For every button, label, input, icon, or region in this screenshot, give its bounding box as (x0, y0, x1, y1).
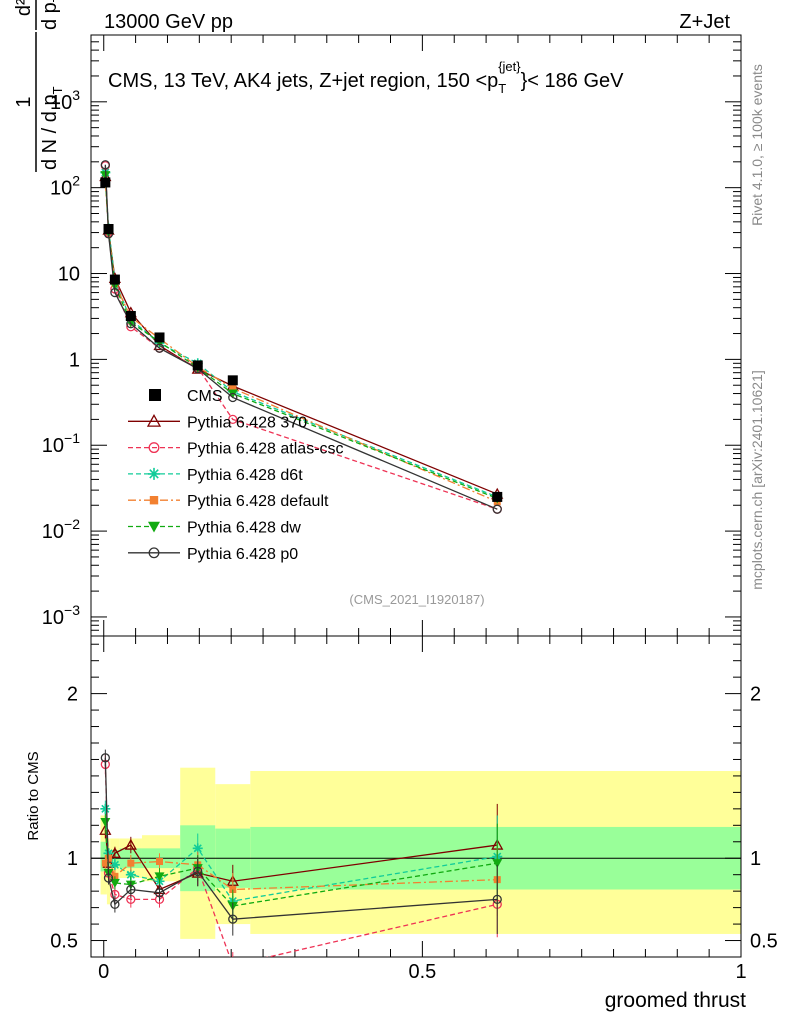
x-tick-label: 0.5 (408, 961, 436, 983)
ratio-point-pythia-6-428-dw (154, 872, 165, 882)
ratio-point-pythia-6-428-dw (100, 818, 111, 828)
legend-marker-pythia-6-428-default (149, 496, 159, 505)
legend-marker-data (149, 389, 161, 401)
rivet-label: Rivet 4.1.0, ≥ 100k events (749, 64, 765, 226)
band-inner-0 (100, 841, 107, 872)
source-label: mcplots.cern.ch [arXiv:2401.10621] (749, 370, 765, 589)
legend-marker-pythia-6-428-dw (148, 521, 160, 533)
x-tick-label: 0 (98, 961, 109, 983)
ratio-line-pythia-6-428-d6t (104, 808, 498, 902)
y-tick-label: 1 (69, 349, 80, 371)
ratio-series (99, 749, 504, 969)
main-title: CMS, 13 TeV, AK4 jets, Z+jet region, 150… (108, 59, 624, 96)
ratio-point-pythia-6-428-p0 (126, 884, 136, 895)
y-title-n2: d²N (13, 0, 35, 16)
y-tick-label: 10 (58, 264, 80, 286)
y-title-d2: d pT dλ (39, 0, 65, 30)
y-title-d1: d N / d pT (39, 86, 65, 170)
ratio-point-pythia-6-428-d6t (192, 843, 203, 854)
ratio-y-tick-label-right: 2 (750, 684, 761, 706)
ratio-point-pythia-6-428-p0 (492, 894, 502, 905)
legend-label-pythia-6-428-p0: Pythia 6.428 p0 (187, 546, 298, 563)
legend-marker-pythia-6-428-370 (146, 413, 162, 427)
main-series (99, 160, 504, 514)
y-axis-title: 1 d N / d pT d²N d pT dλ (13, 0, 65, 172)
ratio-point-pythia-6-428-p0 (193, 866, 203, 877)
ratio-y-tick-label-left: 1 (67, 848, 78, 870)
ratio-y-tick-label-left: 2 (67, 684, 78, 706)
main-point-pythia-6-428-p0 (100, 160, 110, 170)
ratio-y-tick-label-right: 1 (750, 848, 761, 870)
main-point-pythia-6-428-atlas-csc (228, 414, 238, 425)
data-point (227, 375, 238, 386)
legend-marker-pythia-6-428-p0 (148, 547, 160, 559)
legend-label-pythia-6-428-dw: Pythia 6.428 dw (187, 520, 301, 537)
ratio-line-pythia-6-428-default (104, 856, 498, 891)
ratio-point-pythia-6-428-d6t (103, 848, 114, 859)
x-axis-label: groomed thrust (605, 989, 746, 1012)
ratio-point-pythia-6-428-p0 (228, 914, 238, 924)
ratio-point-pythia-6-428-dw (492, 859, 503, 869)
data-point (492, 491, 503, 502)
y-title-d2-sub: T (50, 0, 65, 2)
data-point (125, 311, 136, 322)
main-point-pythia-6-428-p0 (110, 287, 120, 298)
data-point (100, 177, 111, 188)
ratio-point-pythia-6-428-p0 (154, 888, 165, 898)
main-panel: 10−3 10−2 10−1 1 10 102 103 (42, 34, 742, 637)
energy-label: 13000 GeV pp (104, 11, 233, 33)
data-point (154, 332, 165, 343)
ratio-panel: 0 0.5 10.5 0.51 12 2 (50, 635, 778, 983)
legend-label-cms: CMS (187, 388, 223, 405)
ratio-point-pythia-6-428-default (156, 858, 164, 866)
y-tick-label: 102 (50, 173, 80, 200)
ratio-point-pythia-6-428-p0 (103, 873, 114, 883)
main-line-pythia-6-428-p0 (104, 164, 498, 510)
ratio-point-pythia-6-428-d6t (109, 859, 120, 870)
y-tick-label: 10−3 (42, 602, 80, 629)
main-title-b: }< 186 GeV (521, 70, 625, 92)
y-title-n1: 1 (13, 96, 35, 107)
ratio-point-pythia-6-428-370 (124, 838, 137, 850)
ratio-y-tick-label-left: 0.5 (50, 931, 78, 953)
legend-label-pythia-6-428-370: Pythia 6.428 370 (187, 414, 307, 431)
legend: CMS Pythia 6.428 370 Pythia 6.428 atlas-cs… (128, 388, 344, 563)
y-tick-label: 10−1 (42, 430, 80, 457)
ratio-point-pythia-6-428-atlas-csc (229, 961, 237, 969)
legend-label-pythia-6-428-d6t: Pythia 6.428 d6t (187, 467, 303, 484)
ratio-frame (90, 635, 742, 958)
ratio-y-tick-label-right: 0.5 (750, 931, 778, 953)
legend-marker-pythia-6-428-atlas-csc (148, 442, 160, 454)
process-label: Z+Jet (679, 11, 730, 33)
ratio-point-pythia-6-428-default (101, 859, 109, 867)
main-point-pythia-6-428-p0 (492, 504, 502, 514)
ratio-point-pythia-6-428-d6t (100, 803, 111, 814)
data-point (109, 274, 120, 285)
ratio-y-label: Ratio to CMS (25, 751, 42, 840)
main-title-sup: {jet} (498, 59, 521, 74)
legend-label-pythia-6-428-atlas-csc: Pythia 6.428 atlas-csc (187, 441, 344, 458)
main-point-pythia-6-428-p0 (228, 392, 238, 403)
data-point (192, 360, 203, 371)
legend-label-pythia-6-428-default: Pythia 6.428 default (187, 493, 329, 510)
ratio-point-pythia-6-428-default (127, 859, 135, 867)
main-title-sub: T (498, 81, 506, 96)
ratio-point-pythia-6-428-p0 (110, 899, 120, 909)
data-point (103, 224, 114, 235)
y-title-d1-main: d N / d p (39, 94, 61, 170)
watermark: (CMS_2021_I1920187) (349, 592, 484, 607)
x-tick-label: 1 (735, 961, 746, 983)
y-tick-label: 10−2 (42, 516, 80, 543)
y-title-d1-sub: T (50, 86, 65, 94)
legend-marker-pythia-6-428-d6t (148, 467, 160, 480)
y-title-d2-main: d p (39, 2, 61, 30)
ratio-point-pythia-6-428-d6t (125, 869, 136, 880)
ratio-point-pythia-6-428-p0 (100, 753, 110, 763)
main-point-pythia-6-428-default (229, 384, 237, 392)
y-tick-label: 103 (50, 87, 80, 114)
main-title-a: CMS, 13 TeV, AK4 jets, Z+jet region, 150… (108, 70, 498, 92)
main-point-pythia-6-428-p0 (154, 343, 165, 353)
ratio-point-pythia-6-428-dw (109, 878, 120, 888)
